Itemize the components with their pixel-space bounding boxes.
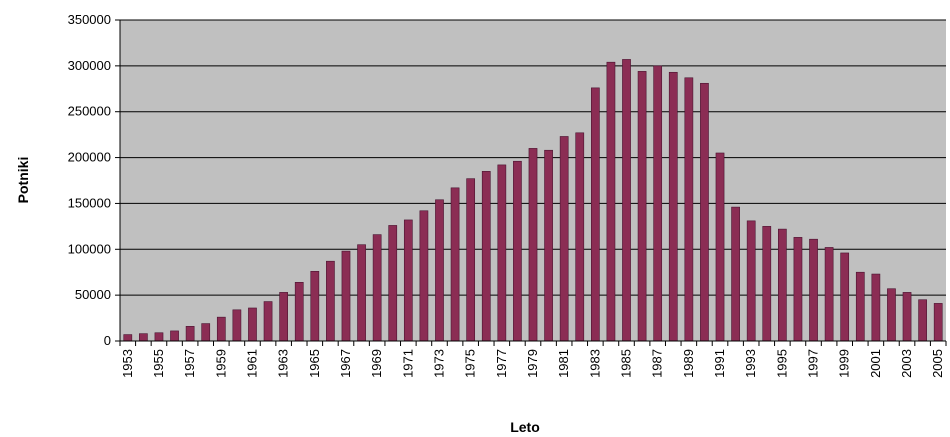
- x-tick-label: 1985: [619, 349, 634, 378]
- y-axis-title: Potniki: [15, 157, 31, 204]
- x-tick-label: 1959: [213, 349, 228, 378]
- bar-1971: [403, 219, 413, 342]
- x-tick-label: 2001: [868, 349, 883, 378]
- bar-1956: [170, 330, 179, 342]
- bar-1962: [263, 301, 273, 342]
- x-tick-label: 1975: [463, 349, 478, 378]
- y-tick-label: 50000: [75, 287, 111, 302]
- bar-1963: [279, 292, 288, 342]
- x-tick-label: 1967: [338, 349, 353, 378]
- bar-1959: [216, 316, 226, 342]
- bar-1992: [731, 206, 740, 342]
- y-tick-label: 300000: [68, 58, 111, 73]
- bar-1986: [637, 71, 647, 342]
- bar-1965: [310, 270, 320, 342]
- x-tick-label: 1981: [556, 349, 571, 378]
- x-tick-label: 1999: [837, 349, 852, 378]
- bar-1996: [793, 237, 803, 342]
- bar-1958: [201, 323, 211, 342]
- bar-1954: [139, 333, 148, 342]
- bar-2003: [902, 292, 912, 342]
- bar-2002: [887, 288, 896, 342]
- x-axis-title: Leto: [510, 419, 540, 435]
- x-tick-label: 1979: [525, 349, 540, 378]
- x-tick-label: 2005: [930, 349, 945, 378]
- y-tick-label: 350000: [68, 12, 111, 27]
- bar-1955: [154, 332, 164, 342]
- bar-1964: [294, 282, 304, 342]
- bar-2005: [933, 303, 943, 342]
- x-tick-label: 1971: [400, 349, 415, 378]
- y-axis-ticks: 0 50000 100000 150000 200000 250000 300000 3500…: [68, 12, 120, 348]
- bar-1960: [232, 309, 242, 342]
- bar-1974: [450, 187, 460, 342]
- bar-1997: [809, 238, 818, 342]
- bar-1999: [840, 252, 850, 342]
- x-tick-label: 1963: [276, 349, 291, 378]
- bar-1967: [341, 250, 351, 342]
- x-tick-label: 1955: [151, 349, 166, 378]
- y-tick-label: 100000: [68, 241, 111, 256]
- bar-1987: [653, 65, 663, 342]
- bar-1994: [762, 226, 772, 342]
- bar-1984: [606, 61, 616, 342]
- bar-1983: [590, 87, 600, 342]
- bar-1969: [372, 234, 382, 342]
- x-tick-label: 1983: [587, 349, 602, 378]
- bar-1978: [513, 160, 522, 342]
- x-tick-label: 1991: [712, 349, 727, 378]
- bar-1973: [435, 199, 444, 342]
- x-tick-label: 1953: [120, 349, 135, 378]
- bars: [123, 59, 943, 342]
- bar-1953: [123, 334, 133, 342]
- bar-1977: [497, 164, 507, 342]
- x-tick-label: 1957: [182, 349, 197, 378]
- bar-1990: [700, 82, 709, 342]
- x-tick-label: 1993: [743, 349, 758, 378]
- x-tick-label: 1989: [681, 349, 696, 378]
- bar-1995: [778, 228, 787, 342]
- x-tick-label: 1997: [806, 349, 821, 378]
- bar-1975: [466, 178, 476, 342]
- bar-1976: [481, 171, 491, 342]
- bar-1979: [528, 148, 538, 342]
- y-tick-label: 200000: [68, 150, 111, 165]
- bar-1988: [668, 71, 678, 342]
- y-tick-label: 0: [104, 333, 111, 348]
- x-tick-label: 1987: [650, 349, 665, 378]
- y-tick-label: 150000: [68, 195, 111, 210]
- bar-1970: [388, 225, 398, 342]
- bar-1957: [185, 326, 195, 342]
- bar-1998: [824, 247, 834, 342]
- x-tick-label: 1995: [774, 349, 789, 378]
- x-tick-label: 2003: [899, 349, 914, 378]
- x-tick-label: 1973: [431, 349, 446, 378]
- x-tick-label: 1977: [494, 349, 509, 378]
- bar-1985: [622, 59, 631, 342]
- bar-1982: [575, 132, 585, 342]
- bar-2000: [855, 271, 865, 342]
- x-tick-label: 1961: [244, 349, 259, 378]
- y-tick-label: 250000: [68, 104, 111, 119]
- x-tick-label: 1965: [307, 349, 322, 378]
- bar-1968: [357, 244, 366, 342]
- bar-1991: [715, 152, 725, 342]
- bar-1989: [684, 77, 694, 342]
- bar-1966: [326, 260, 335, 342]
- x-tick-label: 1969: [369, 349, 384, 378]
- bar-1981: [559, 136, 569, 342]
- bar-1972: [419, 210, 429, 342]
- bar-2004: [918, 299, 927, 342]
- bar-1993: [746, 220, 756, 342]
- bar-1961: [248, 307, 257, 342]
- bar-1980: [544, 149, 553, 342]
- bar-2001: [871, 273, 881, 342]
- x-axis-ticks: 1953 1955 1957 1959 1961 1963 1965 1967 1969 1971…: [119, 341, 947, 378]
